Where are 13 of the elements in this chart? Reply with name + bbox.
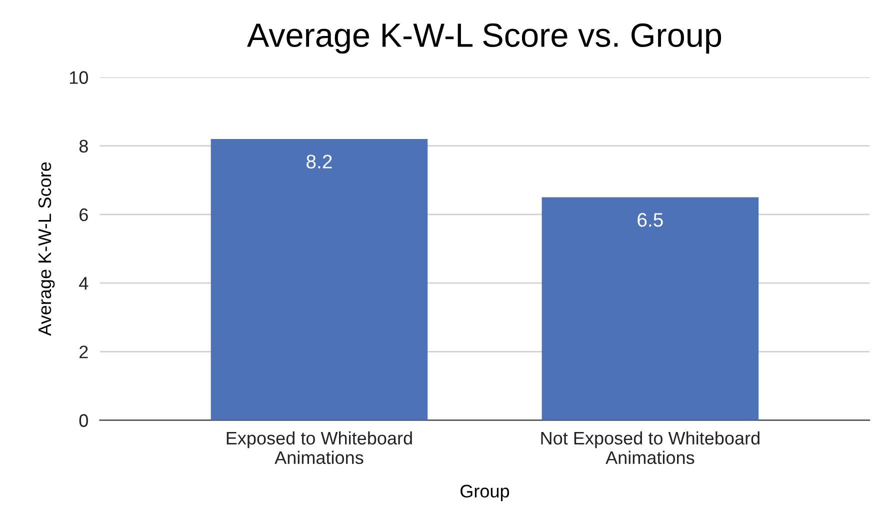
y-tick-label: 4 (79, 277, 88, 290)
y-tick-label: 8 (79, 140, 88, 153)
y-tick-label: 10 (70, 71, 88, 84)
chart-title: Average K-W-L Score vs. Group (247, 23, 722, 54)
y-tick-label: 0 (79, 414, 88, 427)
y-tick-label: 6 (80, 208, 88, 222)
x-tick-label: Not Exposed to Whiteboard Animations (541, 431, 760, 464)
data-label: 8.2 (306, 154, 332, 168)
y-axis-title: Average K-W-L Score (38, 162, 55, 336)
x-axis-title: Group (460, 484, 510, 502)
x-tick-label: Exposed to Whiteboard Animations (226, 431, 412, 464)
data-label: 6.5 (638, 213, 663, 227)
y-tick-label: 2 (80, 346, 88, 358)
